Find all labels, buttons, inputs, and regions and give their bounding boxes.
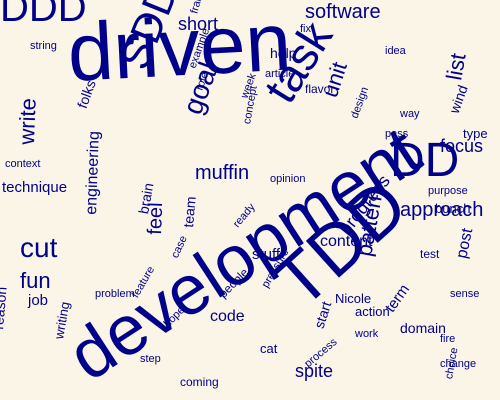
- cloud-word: stuff: [252, 246, 281, 263]
- cloud-word: write: [14, 97, 41, 146]
- cloud-word: test: [420, 247, 440, 261]
- cloud-word: fire: [440, 333, 456, 345]
- cloud-word: design: [348, 85, 372, 120]
- cloud-word: muffin: [195, 162, 250, 184]
- cloud-word: problem: [95, 288, 135, 300]
- cloud-word: software: [305, 1, 381, 23]
- cloud-word: purpose: [428, 185, 468, 197]
- cloud-word: context: [5, 158, 41, 170]
- cloud-word: Nicole: [335, 291, 372, 306]
- cloud-word: work: [355, 328, 379, 340]
- cloud-word: opinion: [270, 173, 306, 185]
- cloud-word: domain: [400, 320, 446, 336]
- cloud-word: help: [270, 45, 297, 61]
- cloud-word: DDD: [0, 0, 87, 30]
- cloud-word: short: [178, 14, 219, 34]
- cloud-word: sense: [450, 288, 480, 300]
- cloud-word: change: [440, 358, 477, 370]
- cloud-word: cat: [260, 341, 278, 356]
- cloud-word: content: [320, 233, 373, 250]
- cloud-word: action: [355, 304, 390, 319]
- cloud-word: type: [463, 126, 488, 141]
- cloud-word: spite: [295, 361, 334, 381]
- cloud-word: bunch: [435, 201, 471, 216]
- cloud-word: engineering: [83, 130, 103, 215]
- cloud-word: code: [210, 308, 245, 325]
- cloud-word: term: [381, 281, 414, 316]
- cloud-word: fix: [300, 23, 311, 35]
- cloud-word: flavor: [305, 82, 335, 96]
- cloud-word: post: [453, 226, 477, 260]
- cloud-word: cut: [20, 232, 58, 263]
- cloud-word: idea: [385, 45, 406, 57]
- cloud-word: fun: [20, 268, 51, 293]
- cloud-word: list: [441, 51, 471, 83]
- cloud-word: focus: [440, 136, 484, 156]
- cloud-word: DD: [390, 134, 460, 187]
- cloud-word: way: [400, 108, 420, 120]
- cloud-word: job: [28, 292, 49, 309]
- cloud-word: article: [265, 68, 295, 80]
- cloud-word: step: [140, 353, 161, 365]
- cloud-word: coming: [180, 375, 219, 389]
- cloud-word: reason: [0, 286, 10, 331]
- cloud-word: technique: [2, 179, 68, 196]
- cloud-word: pass: [385, 128, 409, 140]
- cloud-word: approach: [400, 199, 484, 221]
- cloud-word: wind: [445, 82, 471, 116]
- cloud-word: team: [180, 195, 199, 229]
- cloud-word: string: [30, 40, 57, 52]
